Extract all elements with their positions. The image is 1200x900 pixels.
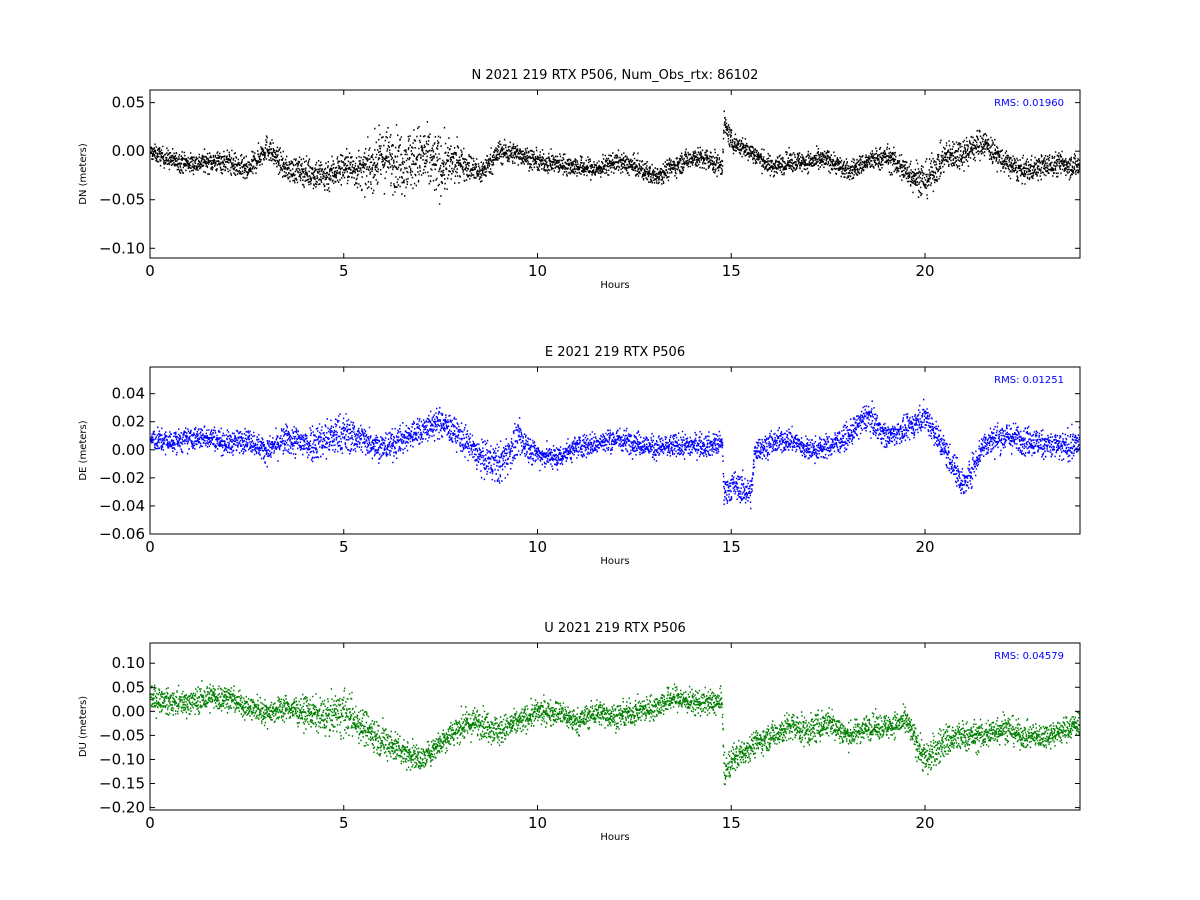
y-tick-label: 0.00 [112, 142, 145, 160]
x-tick-label: 0 [145, 814, 155, 832]
panel-u: U 2021 219 RTX P506 Hours DU (meters) RM… [78, 621, 1081, 843]
y-tick-label: 0.00 [112, 702, 145, 720]
plot-frame [149, 642, 1081, 811]
x-tick-label: 15 [722, 538, 741, 556]
plot-frame [149, 366, 1081, 535]
y-tick-label: −0.10 [99, 239, 145, 257]
data-points [150, 110, 1080, 205]
data-points [150, 398, 1080, 510]
y-tick-label: −0.02 [99, 469, 145, 487]
x-tick-label: 10 [528, 262, 547, 280]
x-tick-label: 15 [722, 814, 741, 832]
y-tick-label: −0.05 [99, 726, 145, 744]
panel-e: E 2021 219 RTX P506 Hours DE (meters) RM… [78, 345, 1081, 567]
panel-title: N 2021 219 RTX P506, Num_Obs_rtx: 86102 [472, 68, 759, 83]
y-axis-label: DU (meters) [78, 696, 89, 757]
panel-n: N 2021 219 RTX P506, Num_Obs_rtx: 86102 … [78, 68, 1081, 291]
x-tick-label: 5 [339, 538, 349, 556]
x-tick-label: 10 [528, 814, 547, 832]
x-axis-label: Hours [600, 280, 629, 291]
data-points-path [150, 680, 1080, 786]
rms-label: RMS: 0.01960 [994, 98, 1064, 109]
x-tick-label: 20 [915, 814, 934, 832]
y-tick-label: −0.15 [99, 775, 145, 793]
y-tick-label: 0.00 [112, 441, 145, 459]
y-tick-label: 0.05 [112, 94, 145, 112]
x-axis-label: Hours [600, 832, 629, 843]
y-tick-label: −0.06 [99, 525, 145, 543]
y-tick-label: −0.10 [99, 750, 145, 768]
y-tick-label: 0.02 [112, 413, 145, 431]
y-tick-label: −0.20 [99, 799, 145, 817]
y-tick-label: −0.05 [99, 191, 145, 209]
rms-label: RMS: 0.01251 [994, 375, 1064, 386]
y-tick-label: 0.04 [112, 385, 145, 403]
x-axis-label: Hours [600, 556, 629, 567]
panel-title: E 2021 219 RTX P506 [545, 345, 685, 360]
panel-title: U 2021 219 RTX P506 [544, 621, 686, 636]
y-tick-label: 0.10 [112, 654, 145, 672]
data-points-path [150, 398, 1080, 510]
x-tick-label: 5 [339, 814, 349, 832]
data-points-path [150, 110, 1080, 205]
x-tick-label: 20 [915, 538, 934, 556]
data-points [150, 680, 1080, 786]
x-tick-label: 5 [339, 262, 349, 280]
x-tick-label: 0 [145, 262, 155, 280]
x-tick-label: 10 [528, 538, 547, 556]
x-tick-label: 0 [145, 538, 155, 556]
y-tick-label: 0.05 [112, 678, 145, 696]
plot-frame [149, 89, 1081, 259]
rms-label: RMS: 0.04579 [994, 651, 1064, 662]
y-tick-label: −0.04 [99, 497, 145, 515]
x-tick-label: 15 [722, 262, 741, 280]
y-axis-label: DE (meters) [78, 420, 89, 480]
x-tick-label: 20 [915, 262, 934, 280]
y-axis-label: DN (meters) [78, 143, 89, 205]
